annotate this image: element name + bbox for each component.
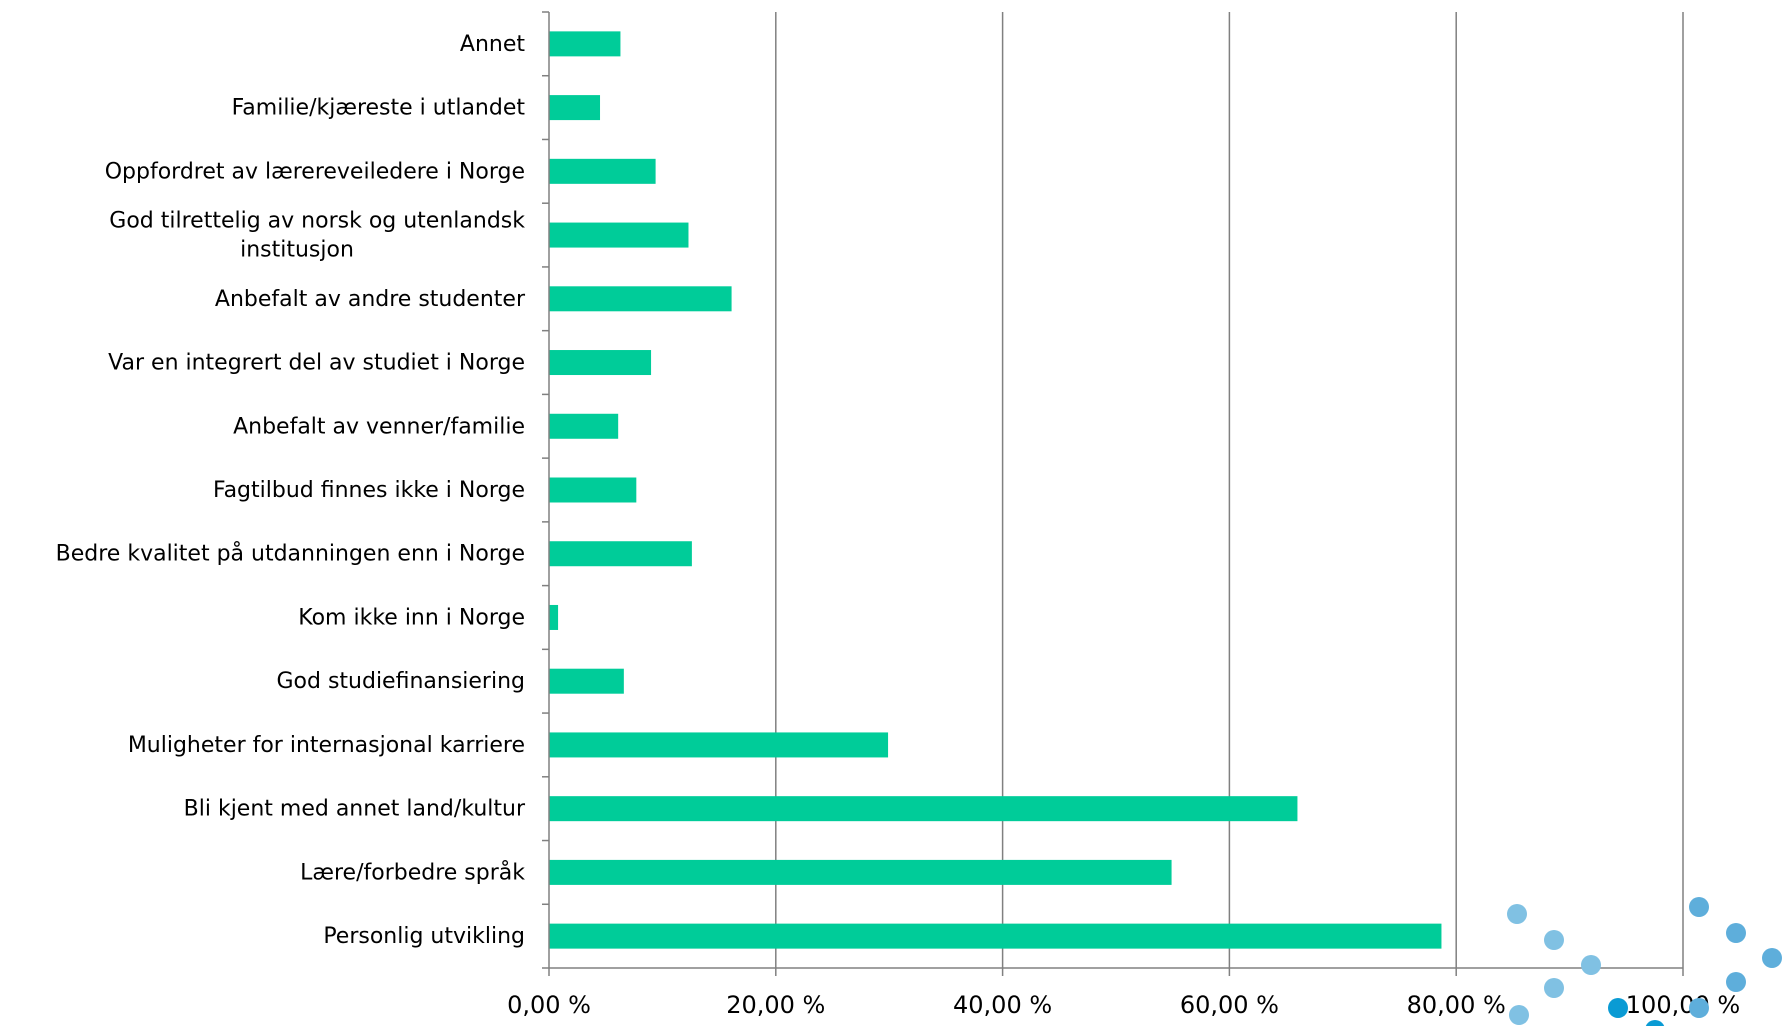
category-label: Var en integrert del av studiet i Norge xyxy=(108,351,525,376)
category-label: Familie/kjæreste i utlandet xyxy=(232,96,526,121)
category-label: Kom ikke inn i Norge xyxy=(298,605,525,630)
category-label: Personlig utvikling xyxy=(323,924,525,949)
category-label: Anbefalt av andre studenter xyxy=(215,287,526,312)
x-tick-label: 60,00 % xyxy=(1180,991,1279,1019)
category-labels: Annet Familie/kjæreste i utlandet Oppfordr… xyxy=(56,32,526,949)
category-label: Oppfordret av lærereveiledere i Norge xyxy=(105,159,525,184)
category-label: Fagtilbud finnes ikke i Norge xyxy=(213,478,525,503)
x-tick-label: 0,00 % xyxy=(507,991,591,1019)
bar xyxy=(549,923,1442,949)
category-label: Lære/forbedre språk xyxy=(300,859,525,885)
bar xyxy=(549,604,559,630)
decorative-dot xyxy=(1689,998,1709,1018)
bar xyxy=(549,350,652,376)
decorative-dot xyxy=(1544,930,1564,950)
bar xyxy=(549,668,624,694)
category-label: God tilrettelig av norsk og utenlandsk in… xyxy=(109,209,525,263)
gridlines xyxy=(775,12,1684,968)
decorative-dot xyxy=(1581,955,1601,975)
bar xyxy=(549,286,732,312)
x-tick-label: 40,00 % xyxy=(953,991,1052,1019)
decorative-dot xyxy=(1645,1020,1665,1026)
decorative-dot xyxy=(1689,897,1709,917)
bar xyxy=(549,222,689,248)
x-tick-label: 100,00 % xyxy=(1626,991,1740,1019)
category-label-line: institusjon xyxy=(240,238,354,263)
decorative-dot xyxy=(1509,1005,1529,1025)
category-label: God studiefinansiering xyxy=(276,669,525,694)
bar xyxy=(549,477,637,503)
category-label: Bedre kvalitet på utdanningen enn i Norg… xyxy=(56,541,525,567)
decorative-dot xyxy=(1507,904,1527,924)
bar xyxy=(549,158,656,184)
bar xyxy=(549,859,1172,885)
decorative-dot xyxy=(1726,972,1746,992)
decorative-dot xyxy=(1726,923,1746,943)
x-tick-label: 80,00 % xyxy=(1407,991,1506,1019)
decorative-dot xyxy=(1544,978,1564,998)
bar xyxy=(549,732,889,758)
bar xyxy=(549,413,619,439)
decorative-dot xyxy=(1608,998,1628,1018)
category-label: Annet xyxy=(460,32,525,57)
bar xyxy=(549,95,601,121)
bars xyxy=(549,31,1442,949)
category-label: Bli kjent med annet land/kultur xyxy=(184,797,526,822)
bar xyxy=(549,796,1298,822)
bar xyxy=(549,541,692,567)
decorative-dot xyxy=(1762,948,1782,968)
axes xyxy=(542,11,1684,976)
decorative-dots xyxy=(1507,897,1782,1026)
bar xyxy=(549,31,621,57)
x-tick-label: 20,00 % xyxy=(726,991,825,1019)
category-label-line: God tilrettelig av norsk og utenlandsk xyxy=(109,209,525,234)
category-label: Anbefalt av venner/familie xyxy=(233,414,525,439)
x-tick-labels: 0,00 % 20,00 % 40,00 % 60,00 % 80,00 % 100,00… xyxy=(507,991,1740,1019)
category-label: Muligheter for internasjonal karriere xyxy=(128,733,525,758)
